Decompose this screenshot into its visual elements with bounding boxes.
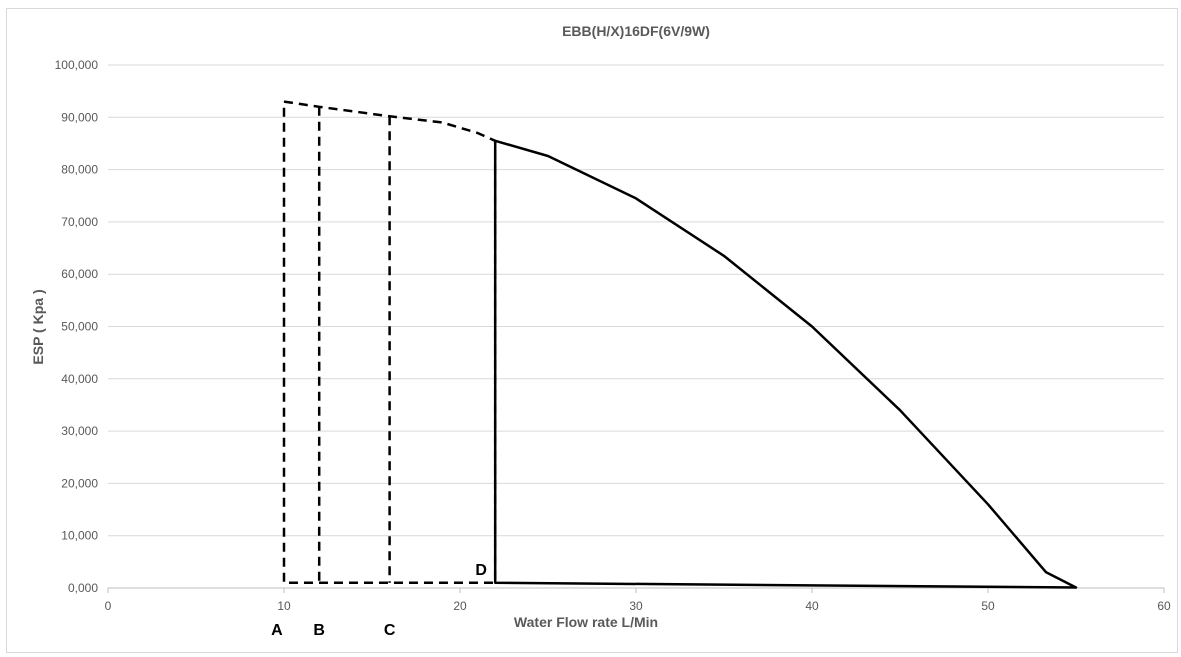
- y-tick-label: 80,000: [61, 163, 98, 177]
- dashed-curve: [282, 100, 497, 585]
- y-tick-label: 0,000: [68, 581, 98, 595]
- axes: [107, 587, 1165, 593]
- y-tick-label: 60,000: [61, 267, 98, 281]
- x-tick-label: 20: [453, 599, 467, 613]
- y-tick-label: 40,000: [61, 372, 98, 386]
- operating-range-curve: [493, 139, 1078, 589]
- grid-lines: [108, 64, 1164, 537]
- x-tick-label: 10: [277, 599, 291, 613]
- y-tick-label: 50,000: [61, 320, 98, 334]
- marker-label-d: D: [475, 562, 487, 579]
- plot-series: [282, 100, 1078, 589]
- chart-area: [6, 8, 1178, 653]
- y-tick-label: 20,000: [61, 476, 98, 490]
- y-axis-title: ESP ( Kpa ): [30, 289, 46, 364]
- chart-title: EBB(H/X)16DF(6V/9W): [562, 23, 710, 39]
- marker-label-b: B: [313, 622, 325, 639]
- tick-labels: 0,000 10,000 20,000 30,000 40,000 50,000 60,00…: [55, 58, 1171, 613]
- y-tick-label: 10,000: [61, 529, 98, 543]
- x-tick-label: 40: [805, 599, 819, 613]
- x-axis-title: Water Flow rate L/Min: [514, 614, 658, 630]
- y-tick-label: 90,000: [61, 110, 98, 124]
- y-tick-label: 100,000: [55, 58, 99, 72]
- y-tick-label: 30,000: [61, 424, 98, 438]
- x-tick-label: 50: [981, 599, 995, 613]
- x-tick-label: 0: [105, 599, 112, 613]
- x-tick-label: 30: [629, 599, 643, 613]
- x-tick-label: 60: [1157, 599, 1171, 613]
- y-tick-label: 70,000: [61, 215, 98, 229]
- marker-label-c: C: [384, 622, 396, 639]
- point-markers: A B C D: [271, 562, 487, 639]
- marker-label-a: A: [271, 622, 283, 639]
